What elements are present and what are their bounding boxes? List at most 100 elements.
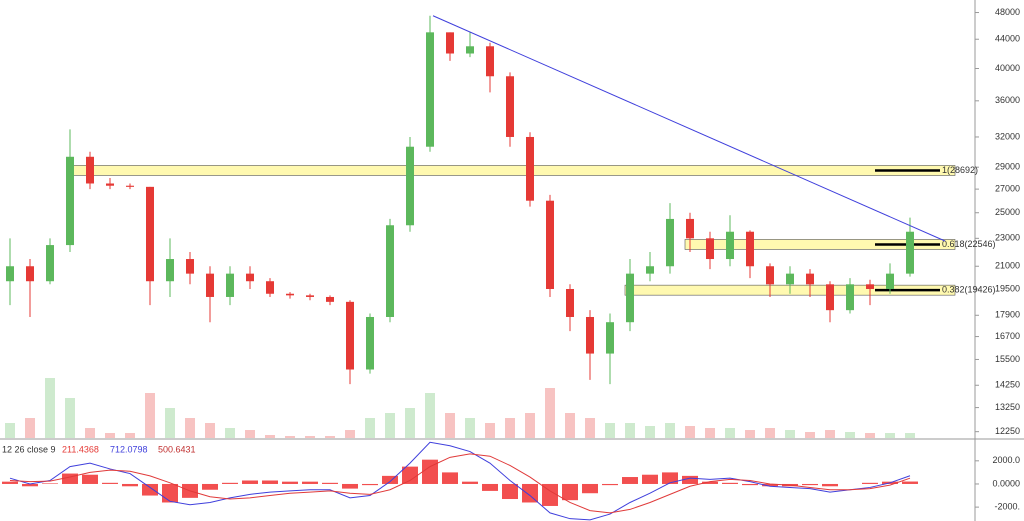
candle-body	[726, 231, 734, 260]
macd-hist	[82, 474, 98, 484]
y-tick-label: 23000	[995, 233, 1020, 243]
volume-bar	[385, 413, 395, 438]
fib-label: 0.382(19426)	[942, 285, 996, 295]
y-tick-label: 16700	[995, 331, 1020, 341]
fib-label: 1(28692)	[942, 165, 978, 175]
volume-bar	[525, 413, 535, 438]
macd-hist	[722, 482, 738, 484]
macd-hist	[162, 483, 178, 503]
volume-bar	[845, 432, 855, 438]
macd-hist	[22, 483, 38, 487]
candle-body	[506, 76, 514, 137]
candle-body	[326, 296, 334, 302]
y2-tick-label: 0.0000	[992, 478, 1020, 488]
macd-hist	[422, 459, 438, 484]
macd-hist	[242, 480, 258, 484]
y-tick-label: 40000	[995, 63, 1020, 73]
macd-hist	[62, 473, 78, 484]
candle-body	[146, 186, 154, 282]
candle-body	[266, 281, 274, 294]
candle-body	[846, 284, 854, 311]
macd-hist	[702, 481, 718, 484]
macd-hist	[662, 472, 678, 484]
volume-bar	[705, 428, 715, 438]
macd-hist	[802, 483, 818, 486]
candle-body	[566, 288, 574, 317]
macd-hist	[562, 483, 578, 501]
volume-bar	[125, 433, 135, 438]
y-tick-label: 17900	[995, 310, 1020, 320]
candle-body	[686, 218, 694, 239]
macd-hist	[682, 475, 698, 484]
candle-body	[626, 273, 634, 323]
candle-body	[6, 266, 14, 282]
candle-body	[666, 218, 674, 267]
volume-bar	[65, 398, 75, 438]
y-tick-label: 14250	[995, 380, 1020, 390]
macd-hist	[102, 482, 118, 484]
macd-hist	[342, 483, 358, 489]
candle-body	[386, 225, 394, 317]
volume-bar	[665, 423, 675, 438]
macd-hist	[522, 483, 538, 503]
macd-hist	[122, 483, 138, 487]
macd-hist	[442, 472, 458, 484]
candle-body	[486, 46, 494, 77]
macd-hist	[282, 481, 298, 484]
y-tick-label: 19500	[995, 283, 1020, 293]
macd-hist	[462, 481, 478, 484]
y-tick-label: 27000	[995, 183, 1020, 193]
volume-bar	[25, 418, 35, 438]
y2-tick-label: 2000.0	[992, 455, 1020, 465]
volume-bar	[765, 428, 775, 438]
volume-bar	[465, 418, 475, 438]
y-tick-label: 29000	[995, 162, 1020, 172]
candle-body	[66, 156, 74, 246]
candle-body	[866, 284, 874, 289]
macd-label: 12 26 close 9	[2, 444, 56, 454]
candle-body	[766, 266, 774, 285]
candle-body	[346, 301, 354, 370]
macd-hist	[142, 483, 158, 496]
candle-body	[106, 183, 114, 186]
candle-body	[306, 295, 314, 297]
candle-body	[886, 273, 894, 289]
volume-bar	[185, 418, 195, 438]
candle-body	[806, 273, 814, 285]
trendline	[432, 15, 946, 242]
volume-bar	[905, 433, 915, 438]
candle-body	[606, 322, 614, 354]
candle-body	[746, 231, 754, 267]
fib-band	[69, 165, 956, 176]
volume-bar	[345, 430, 355, 438]
macd-hist	[302, 481, 318, 484]
macd-dif-value: 712.0798	[110, 444, 148, 454]
volume-bar	[825, 430, 835, 438]
volume-bar	[685, 426, 695, 438]
macd-hist	[2, 481, 18, 484]
y-tick-label: 36000	[995, 95, 1020, 105]
macd-hist	[862, 482, 878, 484]
volume-bar	[365, 418, 375, 438]
macd-hist	[202, 483, 218, 490]
volume-bar	[325, 436, 335, 438]
y-tick-label: 15500	[995, 354, 1020, 364]
y2-tick-label: -2000.	[994, 501, 1020, 511]
volume-bar	[265, 435, 275, 438]
volume-bar	[865, 433, 875, 438]
volume-bar	[45, 378, 55, 438]
volume-bar	[145, 393, 155, 438]
fib-band	[684, 239, 956, 250]
volume-bar	[725, 428, 735, 438]
y-tick-label: 25000	[995, 207, 1020, 217]
candle-body	[126, 185, 134, 187]
macd-hist	[382, 475, 398, 484]
volume-bar	[5, 423, 15, 438]
macd-hist	[762, 483, 778, 487]
volume-bar	[785, 430, 795, 438]
macd-hist	[402, 466, 418, 484]
candle-body	[706, 238, 714, 260]
candle-body	[586, 316, 594, 354]
volume-bar	[745, 430, 755, 438]
macd-hist	[822, 483, 838, 487]
